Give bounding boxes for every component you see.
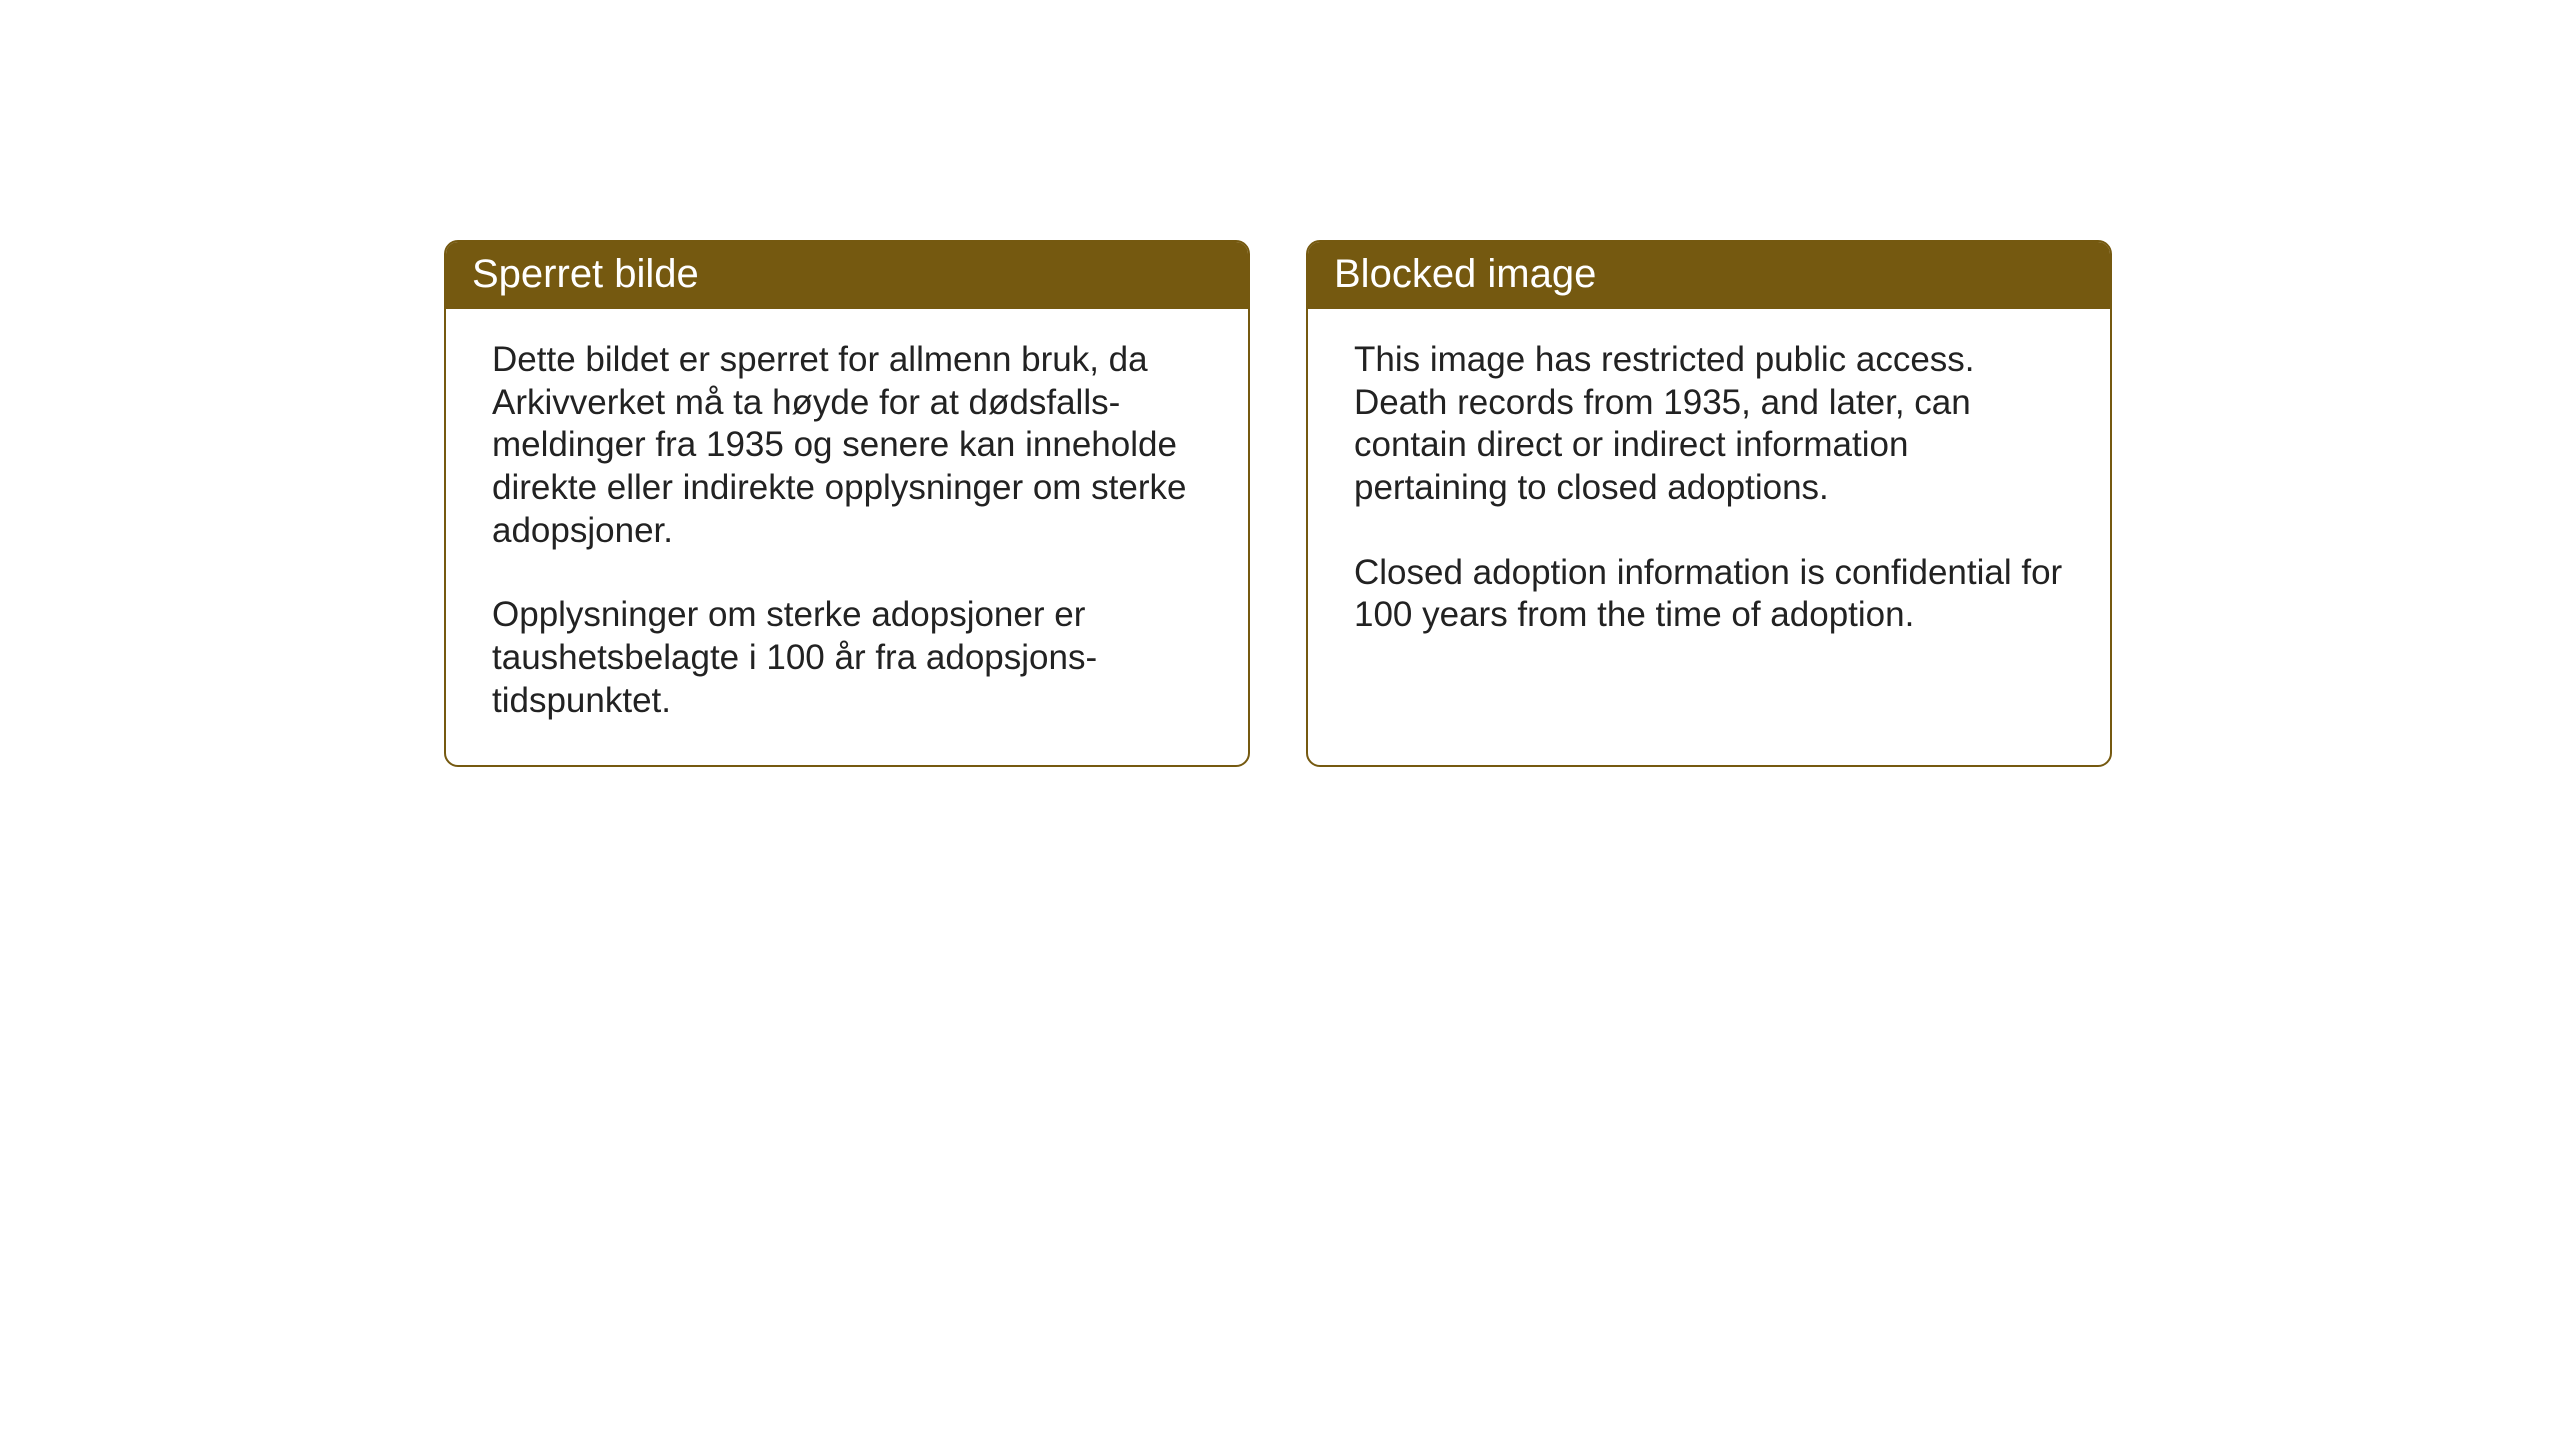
english-card-body: This image has restricted public access.… — [1308, 309, 2110, 745]
norwegian-notice-card: Sperret bilde Dette bildet er sperret fo… — [444, 240, 1250, 767]
norwegian-card-body: Dette bildet er sperret for allmenn bruk… — [446, 309, 1248, 765]
norwegian-card-title: Sperret bilde — [446, 242, 1248, 309]
norwegian-paragraph-2: Opplysninger om sterke adopsjoner er tau… — [492, 594, 1202, 722]
english-paragraph-1: This image has restricted public access.… — [1354, 339, 2064, 510]
english-card-title: Blocked image — [1308, 242, 2110, 309]
norwegian-paragraph-1: Dette bildet er sperret for allmenn bruk… — [492, 339, 1202, 552]
notice-cards-container: Sperret bilde Dette bildet er sperret fo… — [444, 240, 2112, 767]
english-notice-card: Blocked image This image has restricted … — [1306, 240, 2112, 767]
english-paragraph-2: Closed adoption information is confident… — [1354, 552, 2064, 637]
